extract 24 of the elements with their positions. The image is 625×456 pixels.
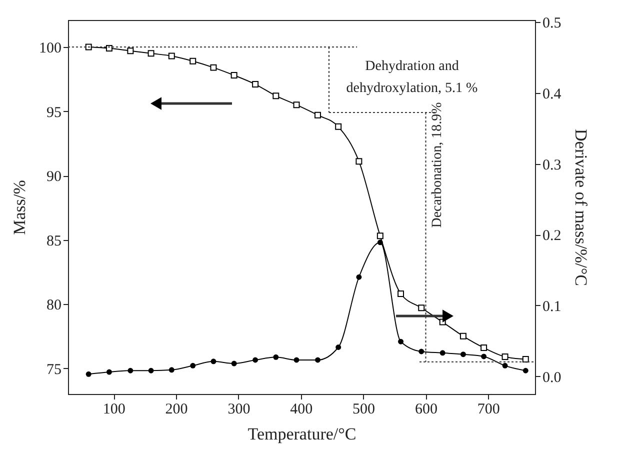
- y-tick-label: 90: [46, 169, 62, 186]
- y2-axis-title: Derivate of mass/%/°C: [571, 129, 590, 286]
- y2-tick-label: 0.1: [542, 298, 562, 315]
- annotation: Decarbonation, 18.9%: [430, 102, 445, 228]
- y2-tick-label: 0.5: [542, 16, 562, 32]
- y-tick-label: 80: [46, 298, 62, 314]
- x-tick-label: 700: [477, 402, 500, 418]
- x-tick-label: 500: [352, 402, 376, 418]
- y-tick-label: 95: [46, 104, 62, 121]
- y2-tick-label: 0.0: [542, 370, 562, 386]
- y2-tick-label: 0.4: [542, 86, 562, 102]
- x-tick-label: 200: [165, 402, 188, 418]
- y-tick-label: 85: [46, 233, 62, 250]
- annotation: Dehydration and dehydroxylation, 5.1 %: [346, 59, 478, 96]
- x-tick-label: 400: [290, 402, 313, 418]
- y-axis-title: Mass/%: [10, 180, 29, 235]
- y-tick-label: 100: [39, 40, 62, 56]
- y-tick-label: 75: [46, 362, 62, 378]
- x-tick-label: 600: [414, 402, 438, 418]
- y2-tick-label: 0.2: [542, 228, 562, 244]
- x-tick-label: 100: [102, 402, 126, 418]
- x-tick-label: 300: [228, 402, 250, 418]
- x-axis-title: Temperature/°C: [248, 424, 356, 444]
- y2-tick-label: 0.3: [542, 157, 562, 174]
